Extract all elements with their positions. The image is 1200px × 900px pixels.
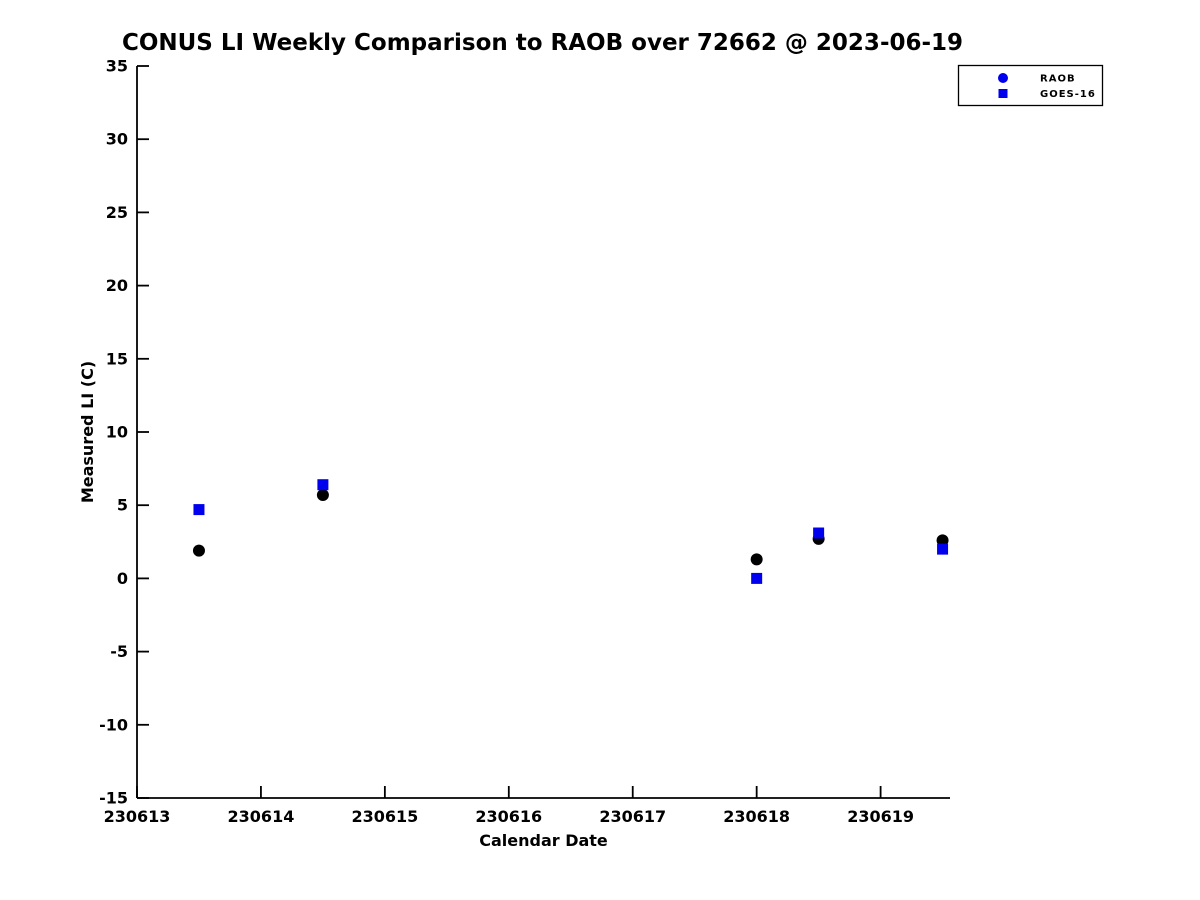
x-tick-label: 230613 [104,807,171,826]
chart-title: CONUS LI Weekly Comparison to RAOB over … [121,30,964,56]
y-tick-label: 10 [106,423,128,442]
y-tick-label: 35 [106,57,128,76]
x-tick-label: 230614 [228,807,295,826]
x-tick-label: 230618 [723,807,790,826]
data-point-goes-16 [751,572,763,584]
legend-marker-raob [998,73,1008,83]
y-axis-label: Measured LI (C) [78,360,97,504]
y-tick-label: 5 [117,496,128,515]
y-tick-label: 15 [106,349,128,368]
data-point-raob [192,544,205,557]
legend-label: GOES-16 [1040,89,1096,100]
data-point-goes-16 [317,479,329,491]
data-point-raob [750,553,763,566]
legend-box [957,64,1104,107]
y-tick-label: 0 [117,569,128,588]
x-tick-label: 230619 [847,807,914,826]
x-axis-label: Calendar Date [479,831,608,850]
data-point-goes-16 [193,504,205,516]
x-tick-label: 230615 [351,807,418,826]
legend-label: RAOB [1040,74,1076,85]
y-tick-label: 20 [106,276,128,295]
y-tick-label: -5 [110,642,128,661]
data-point-goes-16 [937,543,949,555]
y-tick-label: -10 [99,715,128,734]
legend-marker-goes-16 [998,89,1008,98]
data-point-raob [316,488,329,501]
y-tick-label: -15 [99,789,128,808]
x-tick-label: 230616 [475,807,542,826]
y-tick-label: 25 [106,203,128,222]
data-point-raob [936,534,949,547]
y-tick-label: 30 [106,130,128,149]
data-point-goes-16 [813,527,825,539]
x-tick-label: 230617 [599,807,666,826]
